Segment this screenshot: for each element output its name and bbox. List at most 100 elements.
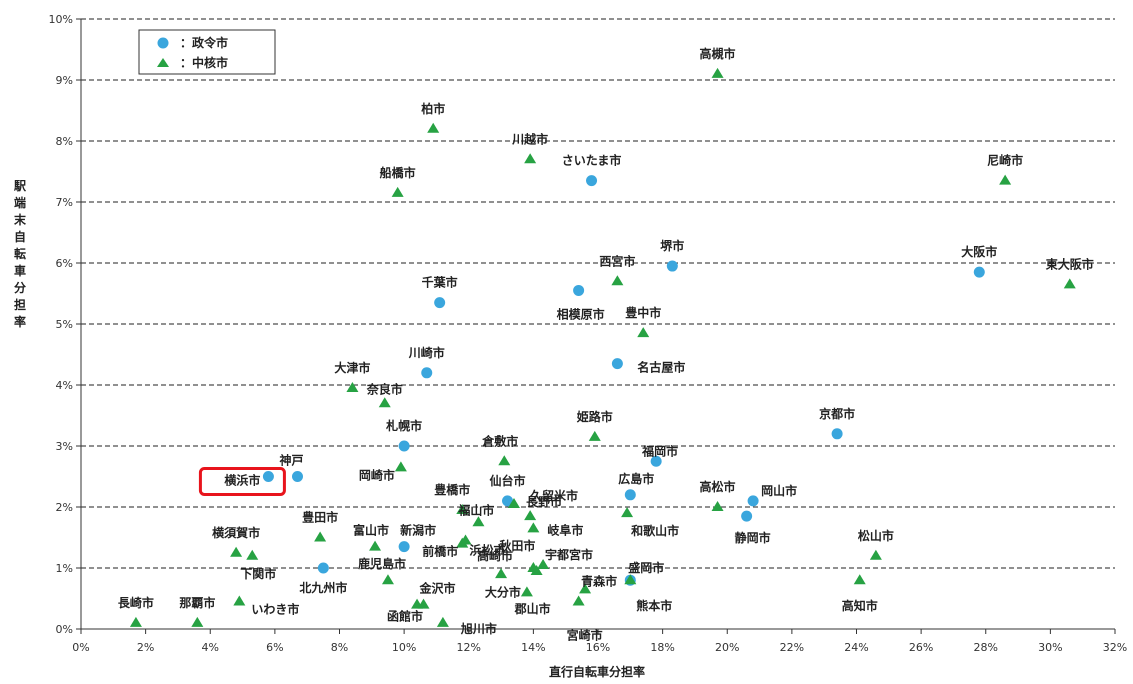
point-label: 岐阜市 (547, 522, 583, 537)
point-label: さいたま市 (562, 153, 622, 168)
y-axis-title: 駅端末自転車分担率 (13, 179, 27, 329)
y-tick-label: 2% (56, 501, 73, 514)
data-point-triangle (530, 565, 543, 576)
x-tick-label: 30% (1038, 641, 1062, 654)
y-tick-label: 8% (56, 135, 73, 148)
data-point-circle (421, 367, 433, 379)
point-label: 仙台市 (490, 473, 526, 488)
point-label: 松山市 (858, 528, 894, 543)
point-label: 千葉市 (422, 275, 458, 290)
data-point-triangle (527, 522, 540, 533)
x-tick-label: 0% (72, 641, 89, 654)
data-point-triangle (495, 568, 508, 579)
point-label: 豊田市 (302, 510, 338, 525)
data-point-triangle (507, 497, 520, 508)
data-point-triangle (624, 574, 637, 585)
x-tick-label: 12% (457, 641, 481, 654)
data-point-circle (398, 440, 410, 452)
data-points (129, 67, 1076, 627)
data-point-triangle (537, 558, 550, 569)
point-label: 北九州市 (299, 580, 347, 595)
point-label: 熊本市 (636, 598, 672, 613)
x-tick-label: 18% (650, 641, 674, 654)
legend-label-seirei: ：政令市 (180, 35, 228, 50)
x-tick-label: 10% (392, 641, 416, 654)
point-label: 倉敷市 (481, 433, 518, 448)
data-point-triangle (459, 534, 472, 545)
x-tick-label: 26% (909, 641, 933, 654)
point-label: 大阪市 (961, 244, 997, 259)
y-tick-label: 5% (56, 318, 73, 331)
y-tick-label: 9% (56, 74, 73, 87)
x-tick-label: 28% (974, 641, 998, 654)
y-tick-label: 0% (56, 623, 73, 636)
data-point-circle (747, 495, 759, 507)
point-label: 大津市 (334, 360, 370, 375)
point-label: 豊橋市 (434, 482, 470, 497)
point-label: 函館市 (387, 609, 423, 624)
data-point-circle (398, 541, 410, 553)
x-tick-label: 4% (202, 641, 219, 654)
x-axis-title: 直行自転車分担率 (549, 664, 645, 679)
data-point-triangle (246, 549, 259, 560)
data-point-triangle (1063, 278, 1076, 289)
point-label: 旭川市 (460, 621, 497, 636)
point-label: 川崎市 (408, 345, 445, 360)
y-tick-label: 10% (49, 13, 73, 26)
legend-circle-marker (157, 37, 169, 49)
x-tick-label: 24% (844, 641, 868, 654)
point-label: 堺市 (660, 238, 684, 253)
point-label: 那覇市 (179, 595, 215, 610)
point-label: 富山市 (353, 523, 389, 538)
data-point-circle (831, 428, 843, 440)
point-label: 前橋市 (422, 544, 458, 559)
y-tick-label: 3% (56, 440, 73, 453)
data-point-circle (741, 510, 753, 522)
data-point-triangle (129, 616, 142, 627)
data-point-triangle (417, 598, 430, 609)
data-point-circle (262, 471, 274, 482)
data-point-circle (611, 358, 623, 370)
point-label: 長野市 (526, 494, 562, 509)
data-point-triangle (394, 461, 407, 472)
point-label: 静岡市 (735, 530, 771, 545)
point-label: 川越市 (511, 131, 548, 146)
point-label: 神戸 (279, 453, 303, 468)
data-point-circle (317, 562, 329, 574)
data-point-triangle (869, 549, 882, 560)
data-point-circle (434, 297, 446, 309)
point-label: 京都市 (819, 406, 855, 421)
point-label: 姫路市 (577, 409, 613, 424)
point-label: 大分市 (485, 584, 521, 599)
data-point-circle (502, 495, 514, 507)
gridlines (81, 18, 1115, 569)
point-label: 豊中市 (625, 305, 661, 320)
data-point-triangle (711, 501, 724, 511)
x-tick-label: 22% (780, 641, 804, 654)
data-point-triangle (611, 275, 624, 286)
point-label: 柏市 (421, 101, 445, 116)
highlight-rect (198, 467, 286, 496)
data-point-triangle (369, 540, 382, 551)
point-label: 宇都宮市 (545, 547, 593, 562)
x-tick-label: 14% (521, 641, 545, 654)
data-point-triangle (456, 504, 469, 515)
point-label: 秋田市 (499, 538, 535, 553)
point-label: 高槻市 (700, 46, 736, 61)
legend: ：政令市 ：中核市 (138, 29, 276, 75)
point-label: 札幌市 (385, 418, 422, 433)
point-label: 久留米市 (530, 488, 578, 503)
y-tick-label: 6% (56, 257, 73, 270)
x-tick-label: 32% (1103, 641, 1127, 654)
point-label: 広島市 (618, 471, 654, 486)
point-label: 和歌山市 (630, 523, 679, 538)
point-label: 郡山市 (514, 601, 551, 616)
point-label: 東大阪市 (1046, 256, 1094, 271)
x-tick-label: 16% (586, 641, 610, 654)
axes (76, 18, 1116, 634)
point-label: 福山市 (457, 502, 494, 517)
point-label: 横須賀市 (212, 525, 260, 540)
point-label: いわき市 (251, 602, 299, 617)
